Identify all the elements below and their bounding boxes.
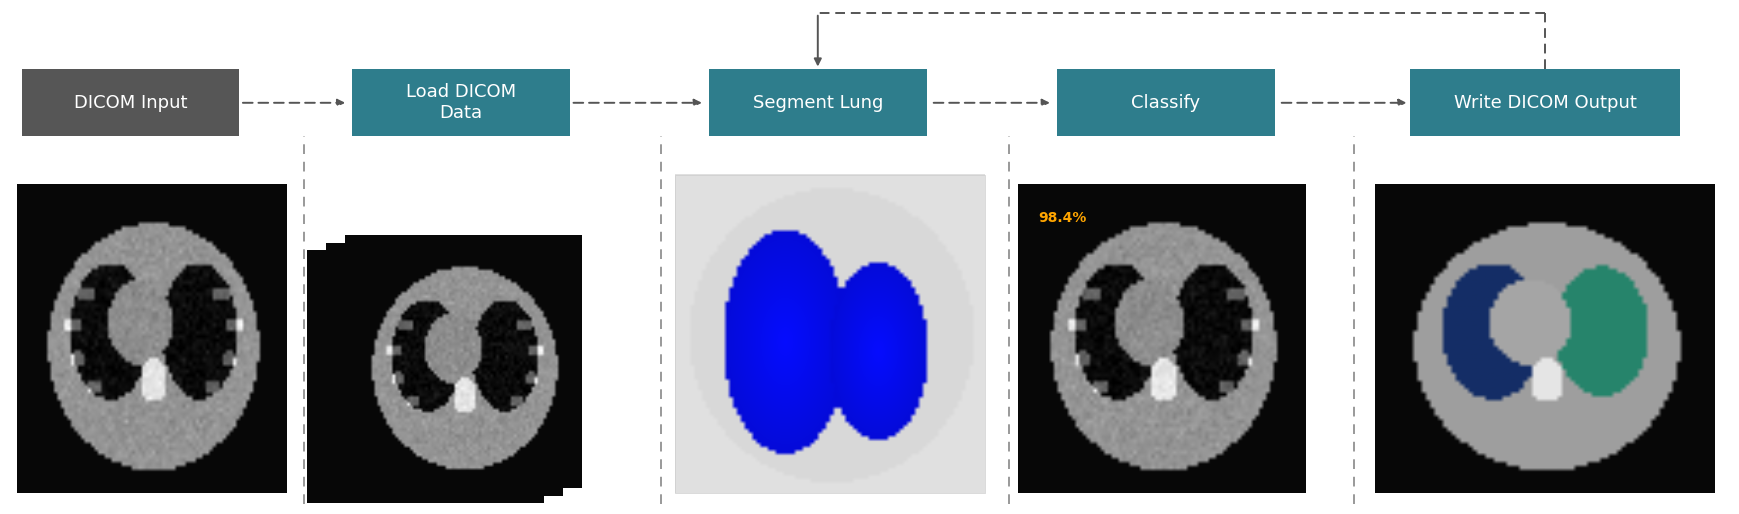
Text: 98.4%: 98.4% — [1038, 211, 1085, 225]
FancyBboxPatch shape — [1409, 69, 1680, 136]
Text: Load DICOM
Data: Load DICOM Data — [405, 83, 516, 122]
FancyBboxPatch shape — [351, 69, 570, 136]
FancyBboxPatch shape — [1057, 69, 1275, 136]
Text: DICOM Input: DICOM Input — [73, 94, 188, 112]
Text: Write DICOM Output: Write DICOM Output — [1452, 94, 1636, 112]
FancyBboxPatch shape — [325, 243, 562, 495]
Text: Segment Lung: Segment Lung — [753, 94, 882, 112]
FancyBboxPatch shape — [344, 235, 581, 488]
FancyBboxPatch shape — [710, 69, 925, 136]
Text: Classify: Classify — [1130, 94, 1200, 112]
FancyBboxPatch shape — [21, 69, 240, 136]
FancyBboxPatch shape — [306, 250, 543, 503]
FancyBboxPatch shape — [1017, 185, 1304, 493]
FancyBboxPatch shape — [17, 185, 287, 493]
